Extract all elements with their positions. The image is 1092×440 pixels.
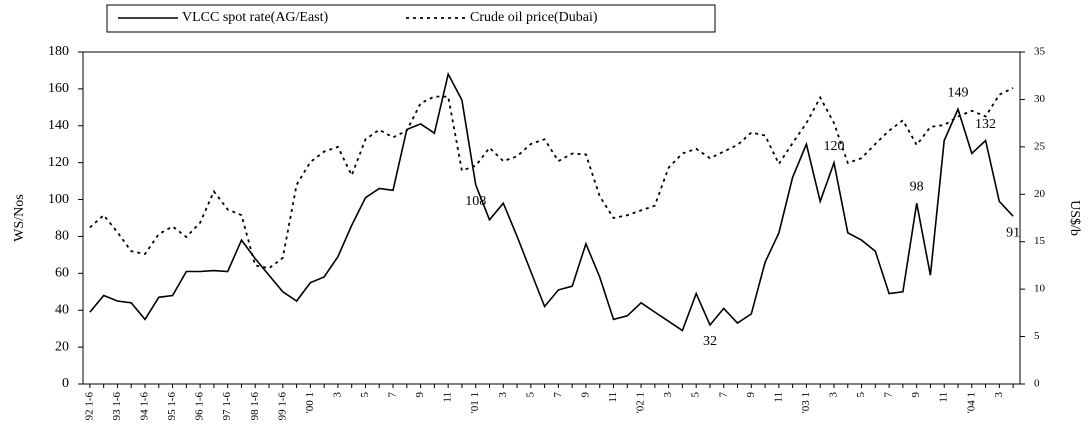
- y2-tick-label: 0: [1034, 378, 1040, 390]
- y2-tick-label: 35: [1034, 46, 1046, 58]
- x-tick-label: 92 1-6: [83, 392, 95, 421]
- y-tick-label: 140: [48, 118, 69, 133]
- x-tick-label: 11: [772, 392, 784, 403]
- x-tick-label: 11: [938, 392, 950, 403]
- x-tick-label: 5: [524, 392, 536, 398]
- x-tick-label: 3: [497, 392, 509, 398]
- series-line: [89, 71, 1014, 332]
- legend-label: VLCC spot rate(AG/East): [182, 10, 329, 25]
- y2-axis-label: US$/b: [1067, 200, 1082, 236]
- legend-label: Crude oil price(Dubai): [470, 10, 598, 25]
- x-tick-label: 97 1-6: [221, 392, 233, 421]
- x-tick-label: 3: [828, 392, 840, 398]
- data-label: 108: [465, 194, 486, 209]
- y-tick-label: 100: [48, 192, 69, 207]
- x-tick-label: 3: [993, 392, 1005, 398]
- x-tick-label: 9: [579, 392, 591, 398]
- x-tick-label: 7: [552, 392, 564, 398]
- x-tick-label: 7: [717, 392, 729, 398]
- x-tick-label: '00 1: [304, 392, 316, 413]
- x-tick-label: 9: [910, 392, 922, 398]
- y2-tick-label: 5: [1034, 330, 1040, 342]
- x-tick-label: 94 1-6: [139, 392, 151, 421]
- x-tick-label: 7: [387, 392, 399, 398]
- x-tick-label: '03 1: [800, 392, 812, 413]
- data-label: 149: [947, 85, 968, 100]
- x-tick-label: 5: [855, 392, 867, 398]
- data-label: 32: [703, 334, 717, 349]
- legend-box: [106, 4, 716, 33]
- y2-tick-label: 30: [1034, 93, 1046, 105]
- series-line: [89, 87, 1014, 270]
- y2-tick-label: 20: [1034, 188, 1046, 200]
- y2-tick-label: 10: [1034, 283, 1046, 295]
- x-tick-label: 11: [442, 392, 454, 403]
- data-label: 120: [823, 139, 844, 154]
- x-tick-label: 95 1-6: [166, 392, 178, 421]
- data-label: 98: [910, 179, 924, 194]
- y-tick-label: 20: [55, 339, 69, 354]
- y-tick-label: 80: [55, 229, 69, 244]
- x-tick-label: 9: [414, 392, 426, 398]
- x-tick-label: 3: [331, 392, 343, 398]
- y-tick-label: 40: [55, 302, 69, 317]
- y2-tick-label: 15: [1034, 235, 1046, 247]
- x-tick-label: 5: [690, 392, 702, 398]
- data-label: 132: [975, 117, 996, 132]
- x-tick-label: 3: [662, 392, 674, 398]
- data-label: 91: [1006, 225, 1020, 240]
- x-tick-label: 7: [883, 392, 895, 398]
- x-tick-label: '04 1: [965, 392, 977, 413]
- x-tick-label: 93 1-6: [111, 392, 123, 421]
- y-tick-label: 180: [48, 44, 69, 59]
- x-tick-label: 99 1-6: [276, 392, 288, 421]
- x-tick-label: '02 1: [635, 392, 647, 413]
- y2-tick-label: 25: [1034, 140, 1046, 152]
- x-tick-label: 11: [607, 392, 619, 403]
- plot-frame: [82, 51, 1021, 385]
- y-tick-label: 160: [48, 81, 69, 96]
- y-tick-label: 0: [62, 376, 69, 391]
- x-tick-label: '01 1: [469, 392, 481, 413]
- y-tick-label: 120: [48, 155, 69, 170]
- x-tick-label: 5: [359, 392, 371, 398]
- y-axis-label: WS/Nos: [12, 194, 27, 241]
- x-tick-label: 96 1-6: [194, 392, 206, 421]
- x-tick-label: 9: [745, 392, 757, 398]
- x-tick-label: 98 1-6: [249, 392, 261, 421]
- y-tick-label: 60: [55, 266, 69, 281]
